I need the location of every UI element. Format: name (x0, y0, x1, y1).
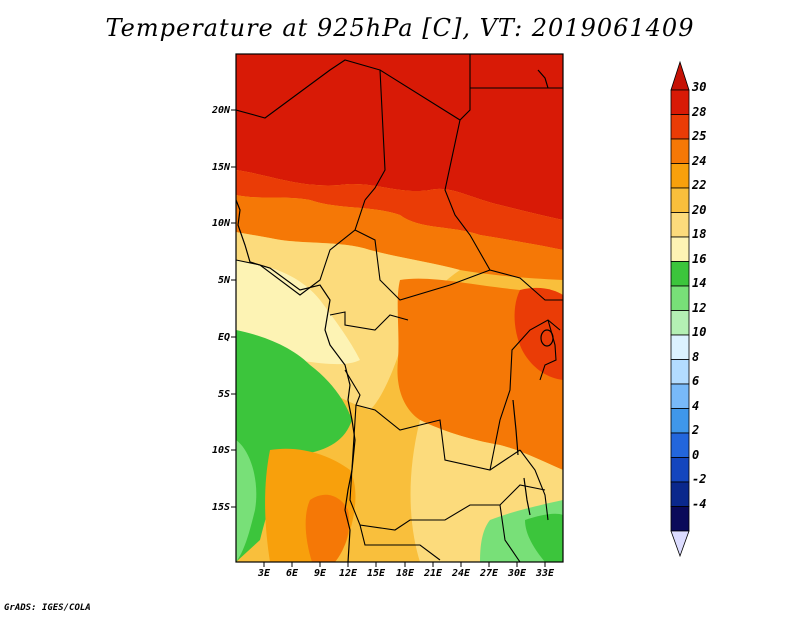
colorbar-label: 28 (692, 104, 707, 119)
lat-tick-label: 5S (217, 389, 230, 400)
lat-tick-label: 10N (211, 218, 230, 229)
colorbar-box (670, 285, 690, 311)
lon-tick-label: 21E (423, 568, 443, 579)
colorbar-box (670, 408, 690, 434)
colorbar-label: 16 (692, 251, 707, 266)
temp-field-coast-pale (236, 260, 360, 365)
lon-tick-label: 18E (395, 568, 415, 579)
lat-tick-label: EQ (217, 332, 230, 343)
lon-tick-label: 9E (313, 568, 327, 579)
colorbar-label: -2 (692, 472, 707, 486)
colorbar-box (670, 334, 690, 360)
lat-tick-label: 15N (211, 162, 230, 173)
colorbar-box (670, 481, 690, 507)
colorbar-label: 4 (692, 398, 700, 413)
colorbar-box (670, 138, 690, 164)
colorbar-box (670, 89, 690, 115)
colorbar-label: 12 (692, 300, 707, 315)
lon-tick-label: 15E (366, 568, 386, 579)
temp-field-east-hot (514, 287, 563, 380)
colorbar-label: 24 (692, 153, 707, 168)
colorbar-label: -4 (692, 496, 707, 511)
credit-text: GrADS: IGES/COLA (4, 603, 91, 613)
colorbar-label: 20 (692, 202, 707, 217)
lat-tick-label: 20N (211, 105, 230, 116)
lat-tick-label: 10S (211, 445, 230, 456)
lon-tick-label: 3E (257, 568, 271, 579)
colorbar-box (670, 457, 690, 483)
temp-field-west-cool (236, 330, 352, 562)
colorbar-top-arrow (670, 60, 690, 91)
lat-tick-label: 15S (211, 502, 230, 513)
colorbar-label: 18 (692, 227, 707, 241)
temp-field-north-warm (236, 170, 563, 250)
colorbar-label: 6 (692, 374, 700, 388)
colorbar-label: 10 (692, 325, 707, 339)
colorbar-label: 30 (692, 80, 707, 94)
lon-tick-label: 12E (338, 568, 358, 579)
colorbar-box (670, 187, 690, 213)
colorbar-box (670, 236, 690, 262)
colorbar-label: 22 (692, 178, 707, 192)
lon-tick-label: 30E (507, 568, 527, 579)
axis-ticks (231, 109, 546, 567)
colorbar-box (670, 163, 690, 189)
colorbar (670, 60, 690, 558)
colorbar-label: 0 (692, 447, 700, 462)
lon-tick-label: 24E (451, 568, 471, 579)
temp-field-south-hot (305, 494, 350, 562)
colorbar-box (670, 212, 690, 238)
colorbar-label: 25 (692, 129, 707, 143)
colorbar-bottom-arrow (670, 530, 690, 558)
colorbar-label: 14 (692, 276, 707, 290)
colorbar-box (670, 383, 690, 409)
lon-tick-label: 27E (479, 568, 499, 579)
colorbar-label: 2 (692, 423, 700, 437)
colorbar-box (670, 114, 690, 140)
colorbar-box (670, 261, 690, 287)
plot-title: Temperature at 925hPa [C], VT: 201906140… (105, 14, 695, 42)
colorbar-label: 8 (692, 349, 700, 364)
temp-field-sahel (236, 195, 563, 280)
lon-tick-label: 33E (535, 568, 555, 579)
colorbar-box (670, 310, 690, 336)
temp-field-north-hot (236, 54, 563, 220)
temp-field-west-coast-light (236, 440, 257, 562)
temp-field-far-southeast (525, 513, 563, 562)
lon-tick-label: 6E (285, 568, 299, 579)
colorbar-box (670, 359, 690, 385)
coastlines (236, 69, 554, 562)
colorbar-box (670, 506, 690, 532)
colorbar-box (670, 432, 690, 458)
lat-tick-label: 5N (217, 275, 230, 286)
map-frame (235, 53, 564, 563)
